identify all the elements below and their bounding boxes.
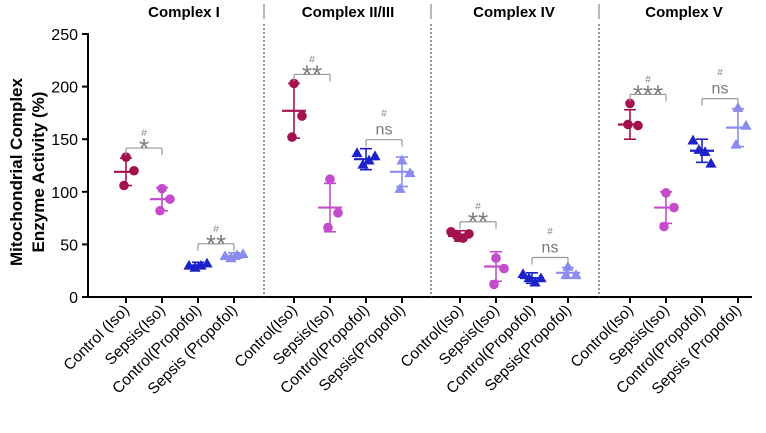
significance-label: ns xyxy=(542,239,559,256)
data-point xyxy=(333,208,343,218)
significance-label: * xyxy=(139,133,149,163)
data-point xyxy=(396,154,408,165)
data-point xyxy=(464,229,474,239)
data-point xyxy=(219,250,231,261)
data-point xyxy=(287,132,297,142)
data-point xyxy=(323,222,333,233)
significance-hash: # xyxy=(475,202,481,213)
data-point xyxy=(523,272,535,283)
data-point xyxy=(404,167,416,178)
data-point xyxy=(297,111,307,121)
data-point xyxy=(155,205,165,216)
data-point xyxy=(237,248,249,259)
data-point xyxy=(357,158,369,169)
significance-hash: # xyxy=(645,74,651,85)
significance-label: ** xyxy=(302,59,322,89)
panel-title: Complex IV xyxy=(473,4,555,21)
y-tick-label: 150 xyxy=(51,132,78,149)
significance-label: ns xyxy=(376,122,393,139)
data-point xyxy=(535,272,547,283)
y-tick-label: 250 xyxy=(51,27,78,44)
data-point xyxy=(165,194,175,204)
significance-hash: # xyxy=(213,224,219,235)
data-point xyxy=(121,152,131,162)
data-point xyxy=(157,183,167,194)
y-tick-label: 0 xyxy=(69,290,78,307)
y-axis-label-line-1: Mitochondrial Complex xyxy=(7,77,26,266)
panel-title: Complex V xyxy=(645,4,723,21)
data-point xyxy=(491,253,501,263)
data-point xyxy=(119,180,129,191)
panel-title: Complex I xyxy=(148,4,220,21)
data-point xyxy=(394,183,406,193)
significance-hash: # xyxy=(717,68,723,79)
data-point xyxy=(570,269,582,280)
data-point xyxy=(705,157,717,168)
y-axis-label-line-2: Enzyme Activity (%) xyxy=(29,92,48,253)
data-point xyxy=(562,260,574,271)
static-layer: Mitochondrial Complex Enzyme Activity (%… xyxy=(7,77,48,266)
data-point xyxy=(560,269,572,280)
data-point xyxy=(529,276,541,287)
data-point xyxy=(732,102,744,112)
data-point xyxy=(669,202,679,213)
data-point xyxy=(687,134,699,145)
y-tick-label: 100 xyxy=(51,185,78,202)
data-point xyxy=(201,257,213,268)
y-tick-label: 50 xyxy=(60,237,78,254)
significance-hash: # xyxy=(547,226,553,237)
data-point xyxy=(661,188,671,198)
data-point xyxy=(489,279,499,290)
data-point xyxy=(693,144,705,154)
data-point xyxy=(740,119,752,130)
data-point xyxy=(699,146,711,157)
data-point xyxy=(623,119,633,130)
data-point xyxy=(659,221,669,232)
data-point xyxy=(289,78,299,89)
data-point xyxy=(325,174,335,184)
data-point xyxy=(129,165,139,176)
data-point xyxy=(499,263,509,274)
data-point xyxy=(633,120,643,131)
significance-hash: # xyxy=(141,128,147,139)
data-point xyxy=(517,268,529,279)
significance-label: ** xyxy=(468,207,488,237)
significance-hash: # xyxy=(309,54,315,65)
data-point xyxy=(625,98,635,109)
significance-hash: # xyxy=(381,109,387,120)
data-point xyxy=(351,147,363,158)
data-point xyxy=(183,259,195,270)
significance-label: *** xyxy=(633,79,663,109)
panel-title: Complex II/III xyxy=(302,4,395,21)
data-point xyxy=(369,150,381,161)
significance-label: ns xyxy=(712,81,729,98)
y-tick-label: 200 xyxy=(51,80,78,97)
data-point xyxy=(363,154,375,165)
data-point xyxy=(225,252,237,263)
significance-label: ** xyxy=(206,229,226,259)
data-point xyxy=(730,138,742,149)
